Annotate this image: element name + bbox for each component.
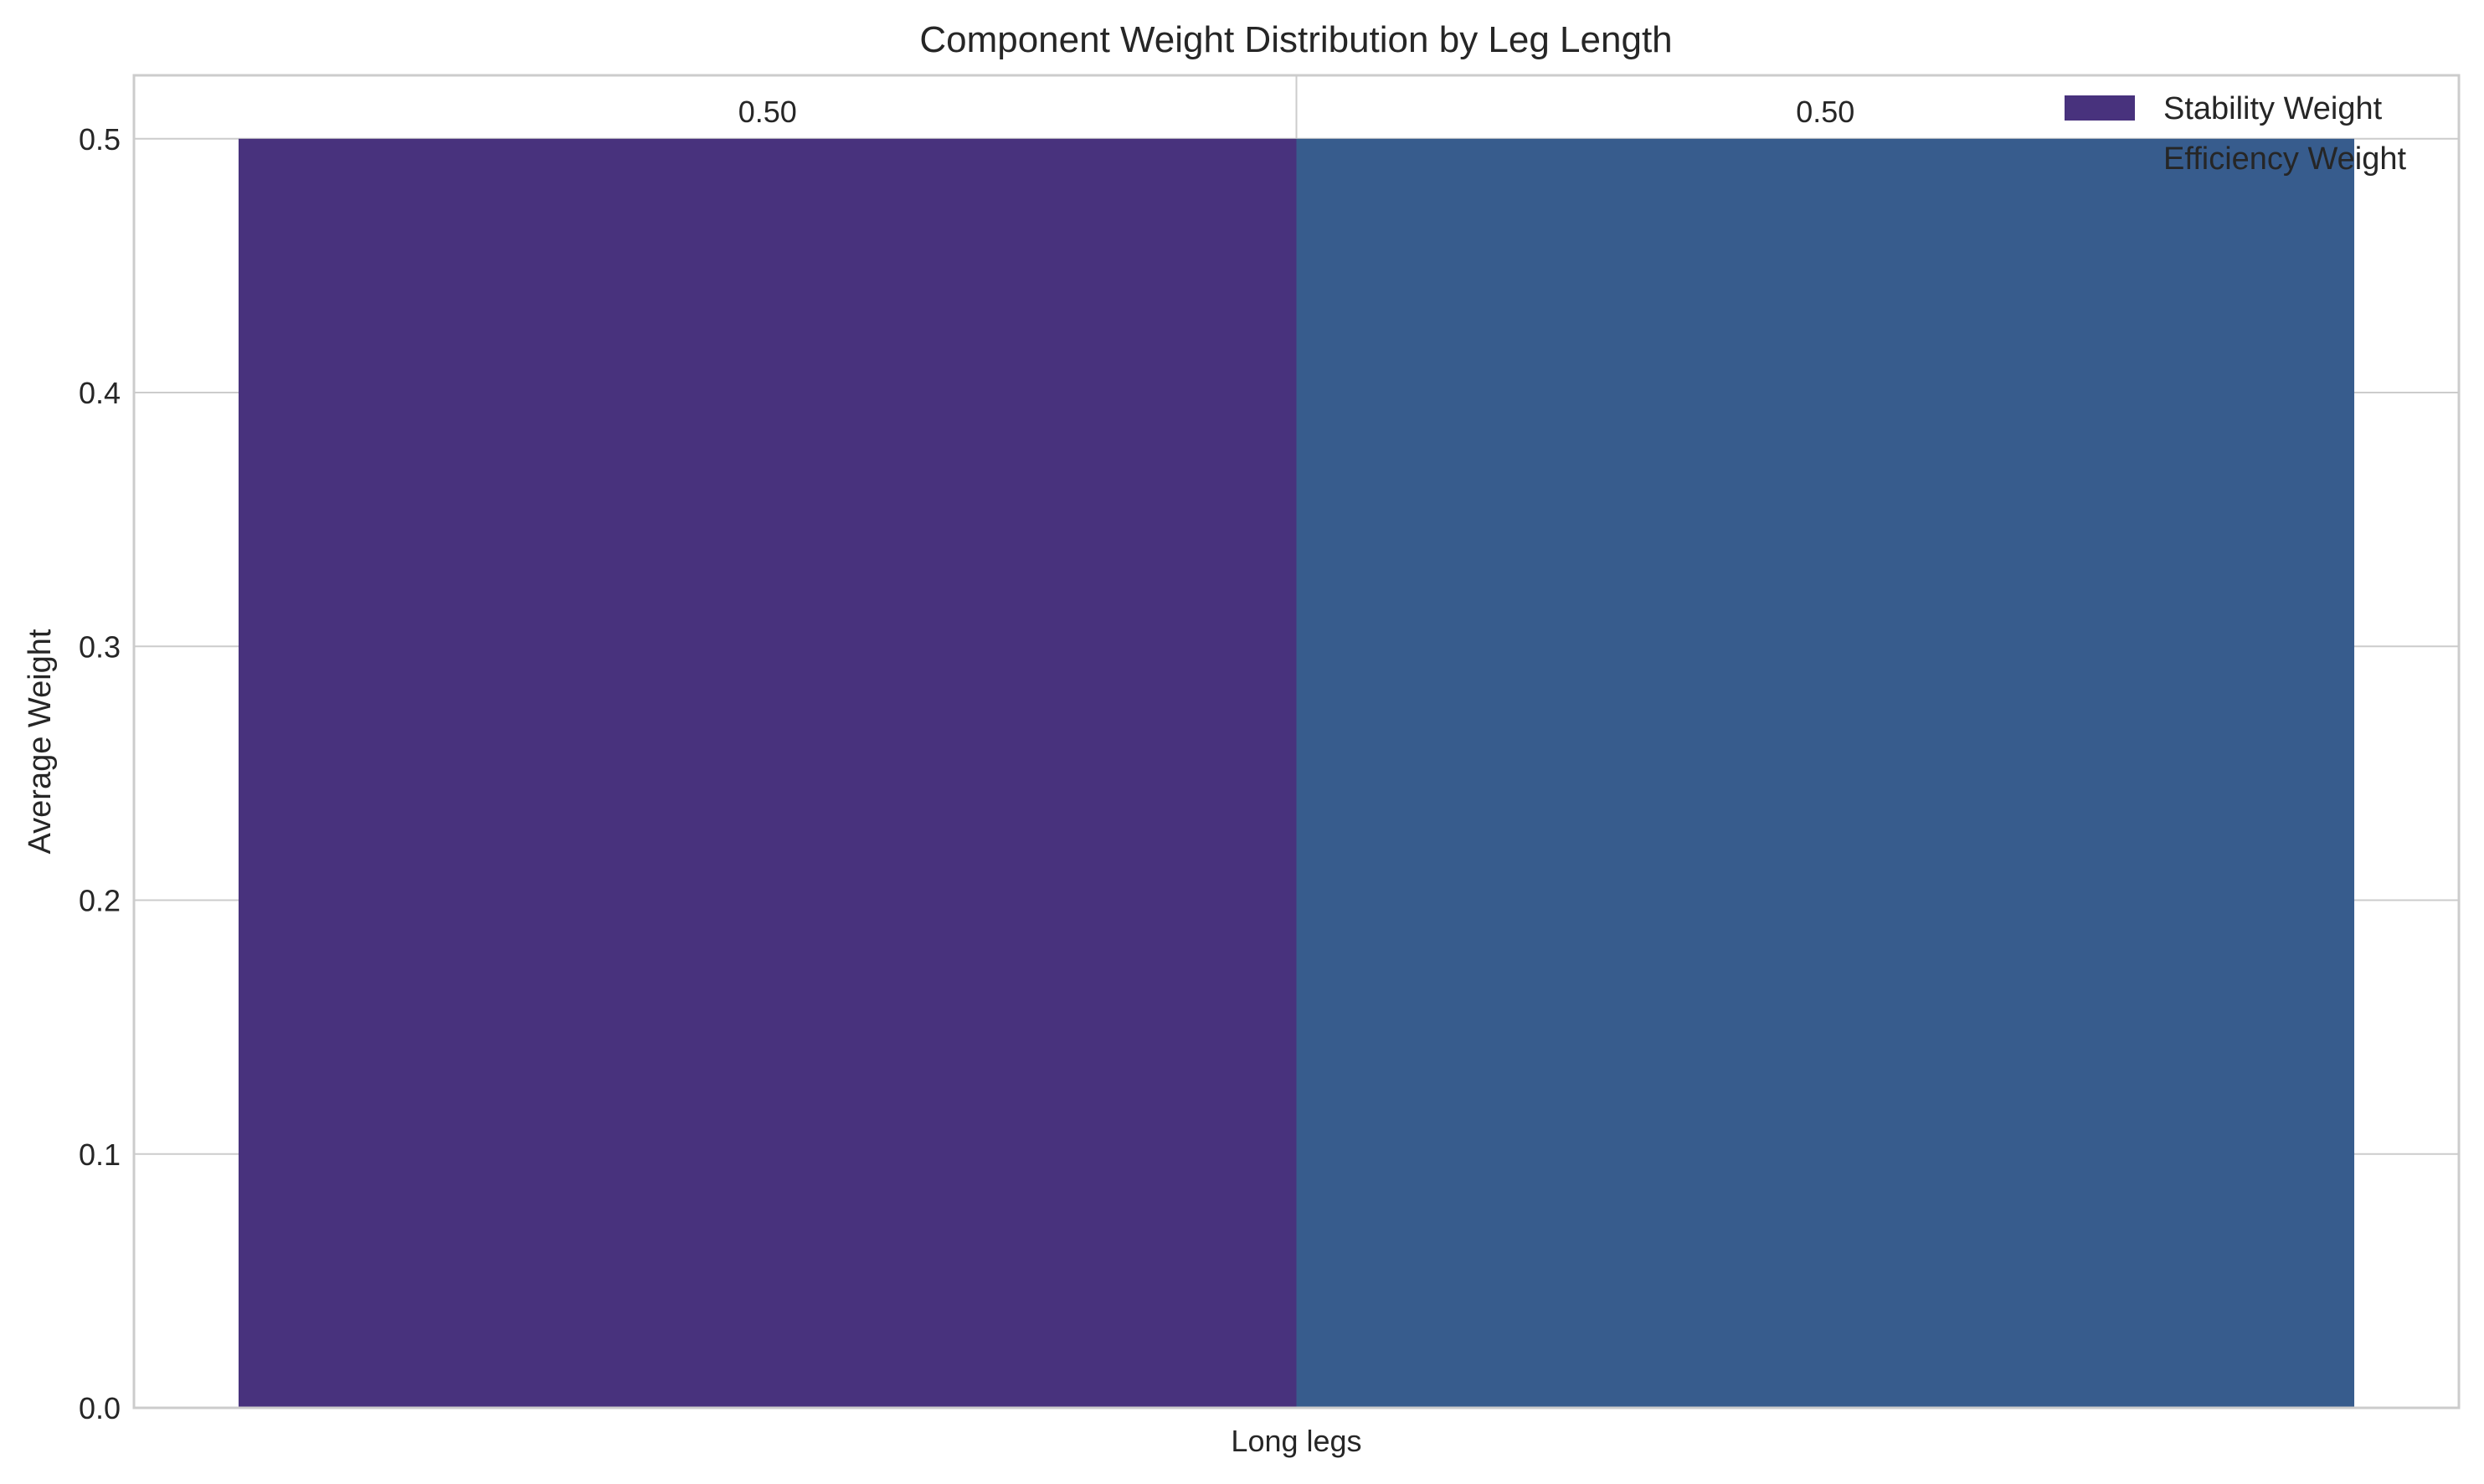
y-axis-label: Average Weight [23, 629, 58, 854]
bar-data-labels: 0.50 0.50 [738, 95, 1855, 129]
chart-title: Component Weight Distribution by Leg Len… [919, 19, 1672, 60]
y-tick-label: 0.5 [79, 122, 121, 157]
bars [238, 138, 2355, 1408]
legend: Stability Weight Efficiency Weight [2065, 91, 2407, 177]
y-tick-label: 0.0 [79, 1391, 121, 1425]
y-axis-ticks: 0.0 0.1 0.2 0.3 0.4 0.5 [79, 122, 121, 1425]
legend-label: Efficiency Weight [2163, 141, 2407, 177]
bar [238, 138, 1297, 1408]
bar [1296, 138, 2355, 1408]
plot-frame [132, 74, 2461, 1410]
x-tick-label: Long legs [1231, 1424, 1361, 1458]
bar-value-label: 0.50 [738, 95, 797, 129]
y-tick-label: 0.4 [79, 376, 121, 410]
y-tick-label: 0.1 [79, 1137, 121, 1172]
legend-swatch [2065, 95, 2135, 121]
y-tick-label: 0.2 [79, 884, 121, 918]
y-tick-label: 0.3 [79, 629, 121, 664]
legend-label: Stability Weight [2163, 91, 2383, 126]
bar-value-label: 0.50 [1796, 95, 1854, 129]
x-axis-ticks: Long legs [1231, 1424, 1361, 1458]
